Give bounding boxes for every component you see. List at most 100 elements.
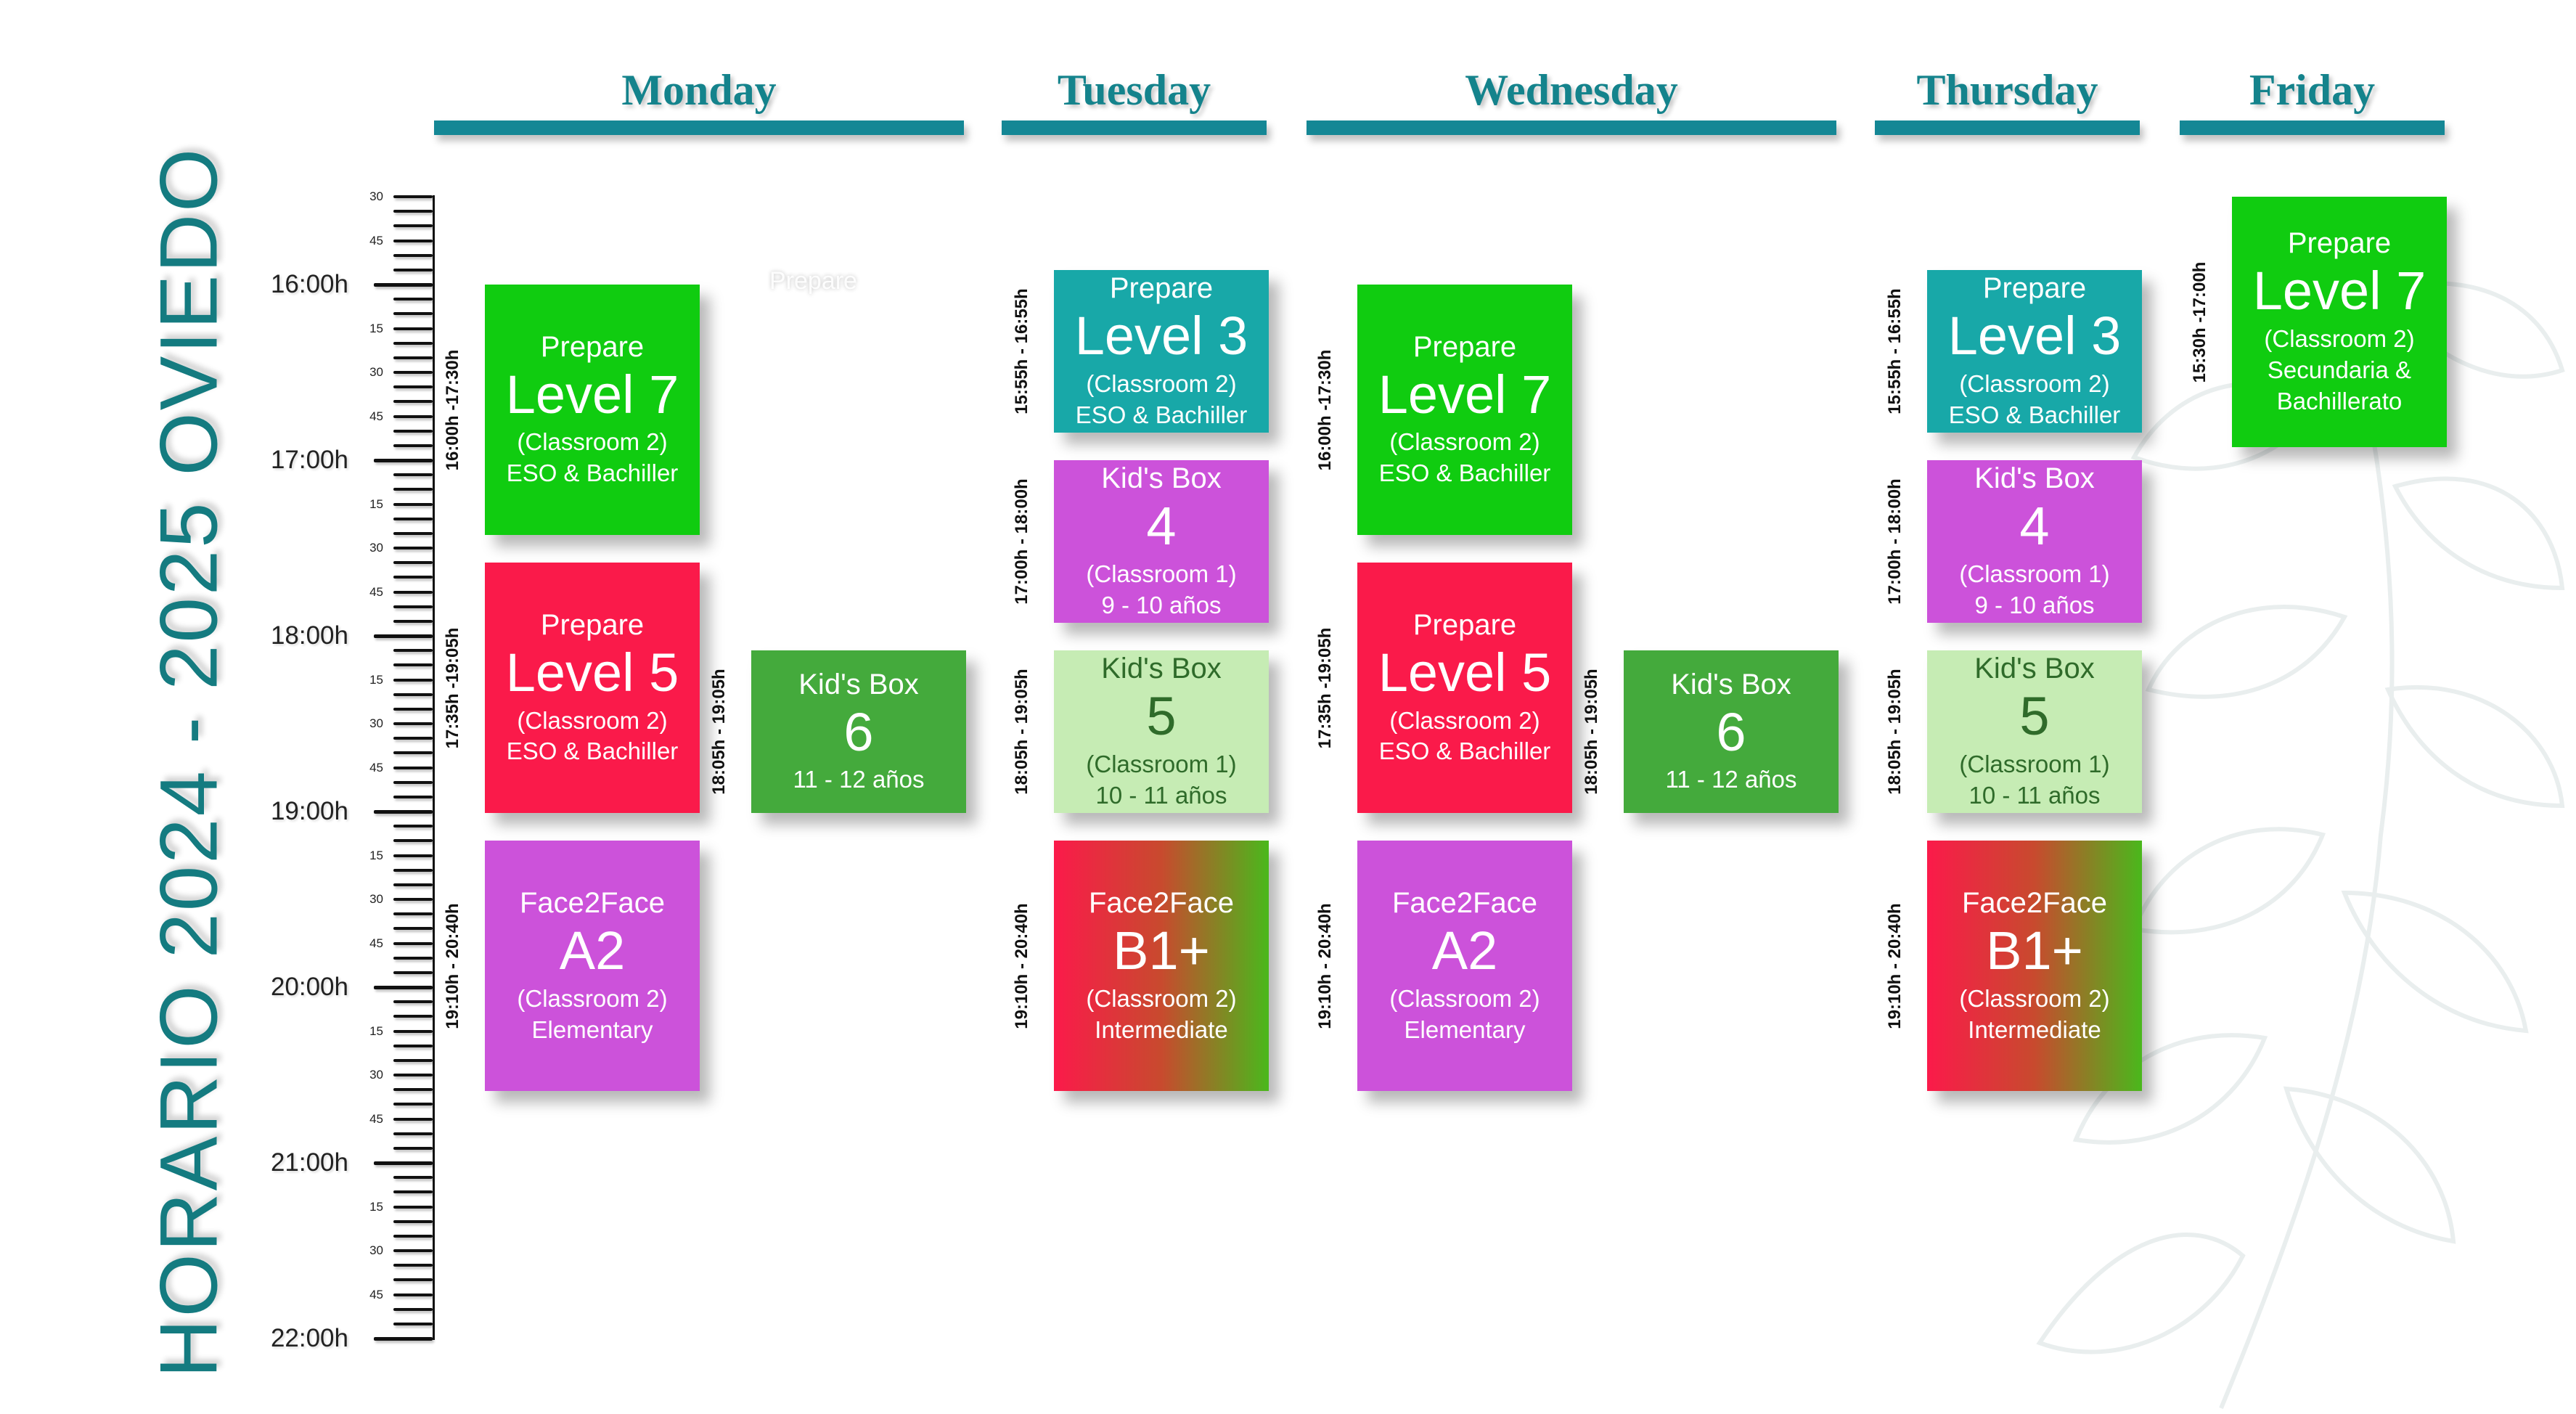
class-level: Level 5 <box>1378 642 1552 703</box>
class-detail: ESO & Bachiller <box>1378 737 1551 765</box>
minute-label: 30 <box>369 1068 383 1082</box>
minute-tick <box>393 224 433 228</box>
faint-label: Prepare <box>769 267 857 295</box>
class-block-friday-17[interactable]: Prepare Level 7 (Classroom 2) Secundaria & B… <box>2232 197 2447 447</box>
minute-tick <box>393 1000 433 1004</box>
schedule-title: HORARIO 2024 - 2025 OVIEDO <box>143 146 234 1378</box>
minute-label: 30 <box>369 716 383 730</box>
minute-tick <box>393 590 433 594</box>
minute-label: 15 <box>369 321 383 335</box>
time-range-text: 16:00h -17:30h <box>1315 349 1335 470</box>
day-underline <box>2180 120 2445 135</box>
day-header-tuesday: Tuesday <box>1002 65 1267 138</box>
minute-tick <box>393 825 433 828</box>
day-name: Friday <box>2249 66 2376 114</box>
time-axis <box>433 195 435 1340</box>
class-block-monday-3[interactable]: Face2Face A2 (Classroom 2) Elementary <box>485 841 700 1092</box>
class-block-monday-2[interactable]: Prepare Level 5 (Classroom 2) ESO & Bachill… <box>485 563 700 814</box>
minute-tick <box>393 868 433 872</box>
class-detail: Bachillerato <box>2276 387 2403 414</box>
class-block-thursday-15[interactable]: Kid's Box 5 (Classroom 1) 10 - 11 años <box>1927 650 2142 814</box>
minute-label: 45 <box>369 409 383 423</box>
class-block-monday-1[interactable]: Prepare Level 7 (Classroom 2) ESO & Bachill… <box>485 285 700 535</box>
class-detail: Elementary <box>1404 1015 1526 1043</box>
class-block-tuesday-6[interactable]: Kid's Box 4 (Classroom 1) 9 - 10 años <box>1054 460 1269 623</box>
class-block-thursday-13[interactable]: Prepare Level 3 (Classroom 2) ESO & Bachill… <box>1927 269 2142 433</box>
class-detail: ESO & Bachiller <box>1948 401 2121 428</box>
class-block-thursday-16[interactable]: Face2Face B1+ (Classroom 2) Intermediate <box>1927 841 2142 1092</box>
hour-tick <box>374 1161 433 1165</box>
class-detail: 10 - 11 años <box>1968 781 2101 809</box>
day-underline <box>434 120 964 135</box>
minute-label: 45 <box>369 233 383 248</box>
minute-tick <box>393 678 433 682</box>
class-block-thursday-14[interactable]: Kid's Box 4 (Classroom 1) 9 - 10 años <box>1927 460 2142 623</box>
class-detail: ESO & Bachiller <box>1075 401 1248 428</box>
time-range-text: 18:05h - 19:05h <box>1582 669 1601 795</box>
time-range-text: 17:35h -19:05h <box>443 627 462 748</box>
class-detail: (Classroom 2) <box>517 984 668 1012</box>
minute-tick <box>393 547 433 549</box>
minute-label: 45 <box>369 760 383 775</box>
minute-tick <box>393 298 433 301</box>
class-block-wednesday-11[interactable]: Face2Face A2 (Classroom 2) Elementary <box>1357 841 1572 1092</box>
class-level: Level 7 <box>2252 261 2426 322</box>
day-underline <box>1002 120 1267 135</box>
class-level: Level 7 <box>505 364 679 425</box>
time-range-text: 18:05h - 19:05h <box>709 669 729 795</box>
time-range-text: 18:05h - 19:05h <box>1012 669 1031 795</box>
minute-tick <box>393 1278 433 1282</box>
class-detail: (Classroom 1) <box>1959 560 2110 587</box>
minute-tick <box>393 1015 433 1018</box>
class-block-wednesday-10[interactable]: Prepare Level 5 (Classroom 2) ESO & Bachill… <box>1357 563 1572 814</box>
day-underline <box>1307 120 1836 135</box>
hour-label: 22:00h <box>270 1324 348 1352</box>
class-block-tuesday-8[interactable]: Face2Face B1+ (Classroom 2) Intermediate <box>1054 841 1269 1092</box>
class-detail: (Classroom 2) <box>1086 369 1237 397</box>
class-block-tuesday-7[interactable]: Kid's Box 5 (Classroom 1) 10 - 11 años <box>1054 650 1269 814</box>
minute-tick <box>393 1249 433 1252</box>
hour-tick <box>374 810 433 814</box>
minute-tick <box>393 195 433 198</box>
minute-tick <box>393 766 433 769</box>
class-detail: 11 - 12 años <box>793 766 925 793</box>
minute-tick <box>393 268 433 271</box>
day-header-wednesday: Wednesday <box>1307 65 1836 138</box>
minute-tick <box>393 1058 433 1062</box>
class-detail: 10 - 11 años <box>1095 781 1227 809</box>
class-detail: (Classroom 2) <box>1389 428 1540 456</box>
minute-tick <box>393 605 433 608</box>
class-course: Prepare <box>2287 227 2392 260</box>
minute-tick <box>393 1307 433 1311</box>
class-course: Prepare <box>1412 330 1517 363</box>
hour-label: 20:00h <box>270 973 348 1001</box>
time-range-text: 17:00h - 18:00h <box>1012 478 1031 605</box>
class-detail: ESO & Bachiller <box>506 459 679 487</box>
class-detail: Elementary <box>531 1015 653 1043</box>
class-block-wednesday-9[interactable]: Prepare Level 7 (Classroom 2) ESO & Bachill… <box>1357 285 1572 535</box>
class-course: Kid's Box <box>1101 653 1222 685</box>
class-detail: (Classroom 2) <box>1389 706 1540 734</box>
minute-tick <box>393 737 433 740</box>
class-course: Face2Face <box>519 887 666 920</box>
day-name: Tuesday <box>1057 66 1211 114</box>
minute-tick <box>393 239 433 242</box>
minute-tick <box>393 1264 433 1267</box>
minute-tick <box>393 400 433 404</box>
minute-tick <box>393 795 433 798</box>
day-name: Thursday <box>1916 66 2098 114</box>
class-course: Kid's Box <box>1974 653 2095 685</box>
class-block-wednesday-12[interactable]: Kid's Box 6 11 - 12 años <box>1624 650 1839 814</box>
hour-label: 18:00h <box>270 621 348 650</box>
time-range-text: 18:05h - 19:05h <box>1885 669 1905 795</box>
minute-tick <box>393 312 433 316</box>
time-range-text: 15:30h -17:00h <box>2190 261 2209 383</box>
hour-tick <box>374 283 433 287</box>
class-level: 4 <box>1146 496 1177 557</box>
class-block-monday-4[interactable]: Kid's Box 6 11 - 12 años <box>751 650 966 814</box>
class-block-tuesday-5[interactable]: Prepare Level 3 (Classroom 2) ESO & Bachill… <box>1054 269 1269 433</box>
minute-tick <box>393 1205 433 1209</box>
day-header-friday: Friday <box>2180 65 2445 138</box>
day-header-thursday: Thursday <box>1875 65 2140 138</box>
class-level: B1+ <box>1113 920 1210 981</box>
